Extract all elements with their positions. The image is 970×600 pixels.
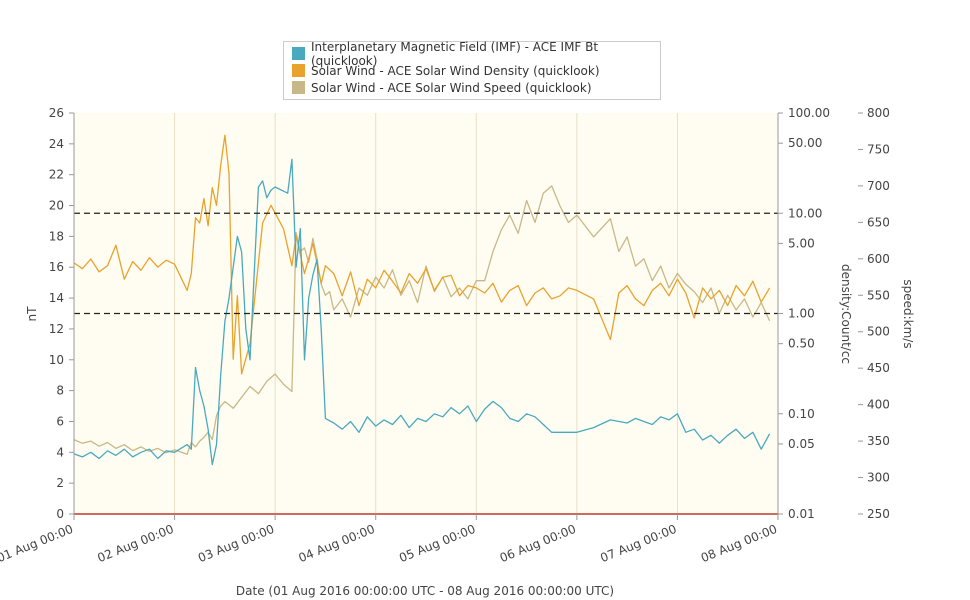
left-tick-label: 18	[49, 229, 64, 243]
density-tick-label: 0.05	[788, 437, 815, 451]
speed-tick-label: 300	[867, 471, 890, 485]
legend-item-density[interactable]: Solar Wind - ACE Solar Wind Density (qui…	[292, 62, 652, 79]
left-tick-label: 22	[49, 168, 64, 182]
legend-label-speed: Solar Wind - ACE Solar Wind Speed (quick…	[311, 80, 592, 95]
speed-tick-label: 700	[867, 179, 890, 193]
x-tick-label: 02 Aug 00:00	[95, 522, 175, 565]
density-tick-label: 0.50	[788, 337, 815, 351]
legend: Interplanetary Magnetic Field (IMF) - AC…	[283, 40, 661, 100]
left-tick-label: 6	[56, 414, 64, 428]
left-tick-label: 2	[56, 476, 64, 490]
x-tick-label: 01 Aug 00:00	[0, 522, 75, 565]
legend-swatch-speed	[292, 81, 305, 94]
legend-item-imf[interactable]: Interplanetary Magnetic Field (IMF) - AC…	[292, 40, 652, 68]
speed-tick-label: 800	[867, 106, 890, 120]
speed-tick-label: 350	[867, 434, 890, 448]
x-tick-label: 06 Aug 00:00	[498, 522, 578, 565]
left-tick-label: 26	[49, 106, 64, 120]
speed-tick-label: 400	[867, 398, 890, 412]
legend-item-speed[interactable]: Solar Wind - ACE Solar Wind Speed (quick…	[292, 79, 652, 96]
density-axis-title: density:Count/cc	[839, 264, 853, 364]
legend-swatch-imf	[292, 47, 305, 60]
left-tick-label: 12	[49, 322, 64, 336]
density-tick-label: 0.10	[788, 407, 815, 421]
density-tick-label: 10.00	[788, 206, 822, 220]
left-tick-label: 0	[56, 507, 64, 521]
speed-axis-title: speed:km/s	[901, 279, 915, 348]
legend-swatch-density	[292, 64, 305, 77]
series-layer	[73, 134, 771, 466]
x-axis-ticks: 01 Aug 00:00 02 Aug 00:00 03 Aug 00:00 04 A…	[0, 514, 779, 565]
series-line-speed	[73, 185, 771, 455]
x-tick-label: 03 Aug 00:00	[196, 522, 276, 565]
legend-label-density: Solar Wind - ACE Solar Wind Density (qui…	[311, 63, 600, 78]
left-tick-label: 10	[49, 353, 64, 367]
x-tick-label: 08 Aug 00:00	[699, 522, 779, 565]
density-tick-label: 0.01	[788, 507, 815, 521]
left-tick-label: 24	[49, 137, 64, 151]
speed-tick-label: 550	[867, 288, 890, 302]
left-tick-label: 8	[56, 384, 64, 398]
left-tick-label: 4	[56, 445, 64, 459]
speed-tick-label: 600	[867, 252, 890, 266]
left-tick-label: 14	[49, 291, 64, 305]
speed-tick-label: 750	[867, 142, 890, 156]
density-tick-label: 1.00	[788, 307, 815, 321]
speed-axis-ticks: 250 300 350 400 450 500 550 600 650 700 750 800	[858, 106, 890, 521]
left-tick-label: 20	[49, 199, 64, 213]
threshold-lines	[74, 212, 778, 315]
x-tick-label: 05 Aug 00:00	[397, 522, 477, 565]
series-line-imf	[73, 158, 771, 466]
speed-tick-label: 450	[867, 361, 890, 375]
speed-tick-label: 500	[867, 325, 890, 339]
left-axis-title: nT	[25, 306, 39, 322]
density-tick-label: 100.00	[788, 106, 830, 120]
x-tick-label: 04 Aug 00:00	[297, 522, 377, 565]
x-axis-title: Date (01 Aug 2016 00:00:00 UTC - 08 Aug …	[236, 584, 614, 598]
density-tick-label: 5.00	[788, 236, 815, 250]
series-line-density	[73, 134, 771, 375]
left-tick-label: 16	[49, 260, 64, 274]
legend-label-imf: Interplanetary Magnetic Field (IMF) - AC…	[311, 39, 599, 68]
speed-tick-label: 650	[867, 215, 890, 229]
density-axis-ticks: 0.01 0.05 0.10 0.50 1.00 5.00 10.00 50.00 100.00	[778, 106, 830, 521]
density-tick-label: 50.00	[788, 136, 822, 150]
x-tick-label: 07 Aug 00:00	[598, 522, 678, 565]
speed-tick-label: 250	[867, 507, 890, 521]
